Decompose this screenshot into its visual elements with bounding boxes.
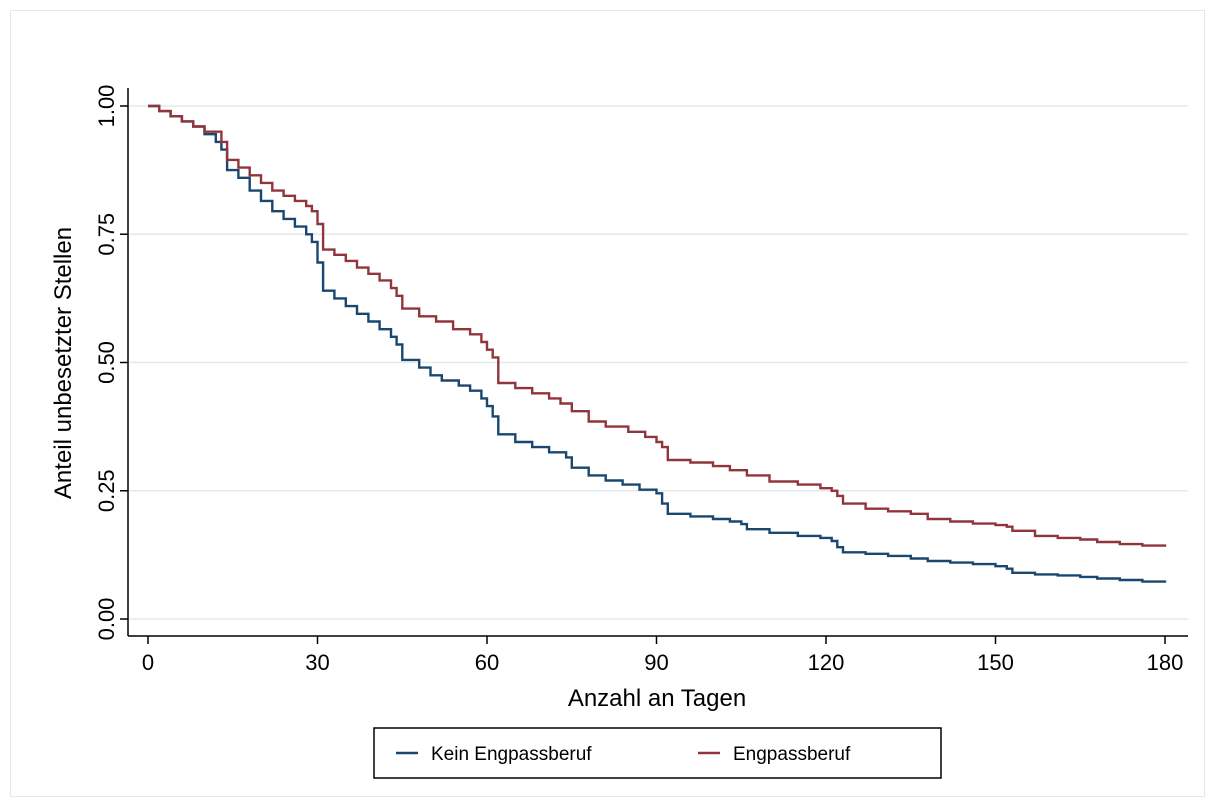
x-tick-label: 0 bbox=[142, 650, 154, 675]
x-tick-label: 30 bbox=[305, 650, 329, 675]
series-line-1 bbox=[148, 104, 1167, 547]
x-tick-label: 150 bbox=[977, 650, 1014, 675]
x-tick-label: 120 bbox=[808, 650, 845, 675]
x-tick-label: 180 bbox=[1147, 650, 1184, 675]
chart-frame bbox=[10, 10, 1205, 797]
gridlines bbox=[129, 105, 1188, 620]
y-tick-label: 0.00 bbox=[94, 598, 119, 641]
legend-label-engpassberuf: Engpassberuf bbox=[733, 744, 851, 765]
legend-label-kein-engpassberuf: Kein Engpassberuf bbox=[431, 744, 592, 765]
y-tick-label: 0.75 bbox=[94, 213, 119, 256]
series-lines bbox=[148, 104, 1167, 583]
y-tick-label: 0.50 bbox=[94, 341, 119, 384]
legend: Kein Engpassberuf Engpassberuf bbox=[373, 727, 942, 779]
x-axis-label: Anzahl an Tagen bbox=[568, 685, 746, 712]
y-axis-label: Anteil unbesetzter Stellen bbox=[50, 227, 77, 499]
y-tick-label: 1.00 bbox=[94, 85, 119, 128]
x-tick-label: 90 bbox=[644, 650, 668, 675]
x-tick-label: 60 bbox=[475, 650, 499, 675]
axes: 0.00 0.25 0.50 0.75 1.00 0 30 60 90 120 150 180 bbox=[94, 85, 1188, 675]
y-tick-label: 0.25 bbox=[94, 469, 119, 512]
legend-box bbox=[373, 727, 942, 779]
series-line-0 bbox=[148, 104, 1167, 583]
